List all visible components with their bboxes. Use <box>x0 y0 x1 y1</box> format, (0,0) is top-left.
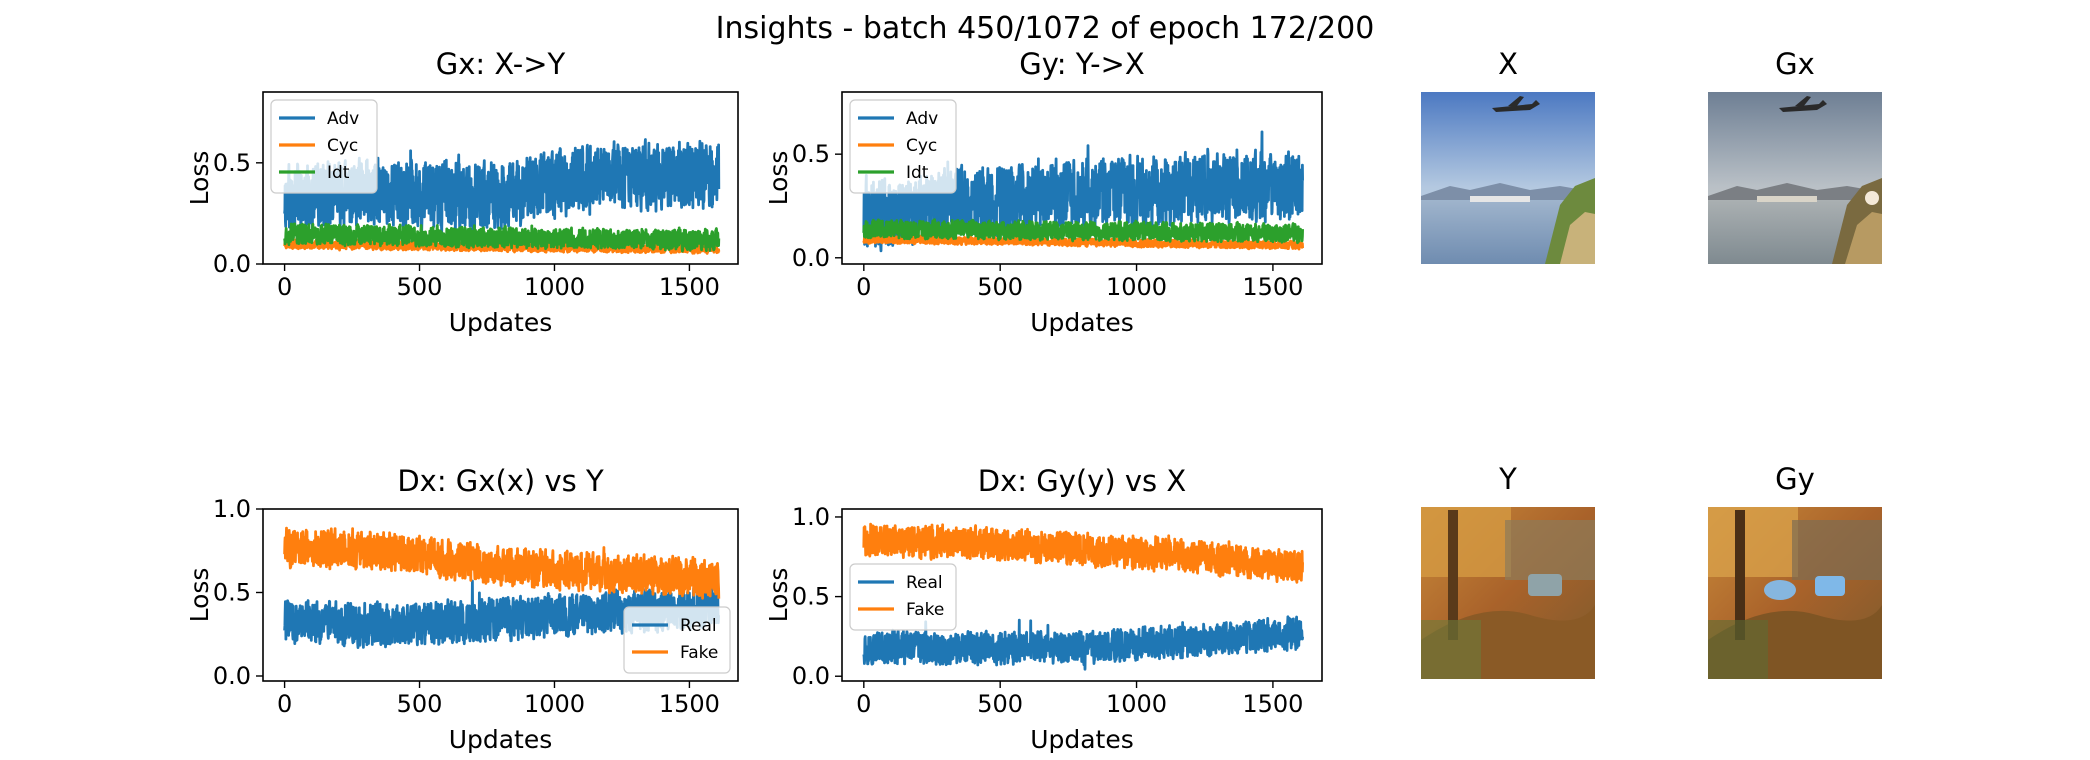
y-tick-label: 1.0 <box>792 503 830 531</box>
chart-dx-gx-vs-y: Dx: Gx(x) vs Y 0 500 1000 1500 0.0 0.5 1.0 Updat… <box>185 464 739 754</box>
y-tick-label: 0.0 <box>792 244 830 272</box>
legend-label: Fake <box>680 643 718 663</box>
y-axis-label: Loss <box>185 568 214 623</box>
x-axis-label: Updates <box>1030 725 1134 754</box>
x-tick-label: 1000 <box>524 273 585 301</box>
x-tick-label: 1000 <box>1106 690 1167 718</box>
x-tick-label: 1000 <box>1106 273 1167 301</box>
photo-style-autumn-gy <box>1708 507 1882 679</box>
chart-title: Dx: Gx(x) vs Y <box>397 464 604 498</box>
image-panel-y: Y <box>1421 462 1595 679</box>
series-line-fake <box>283 526 721 600</box>
chart-title: Gx: X->Y <box>436 47 566 81</box>
image-panel-x: X <box>1421 47 1595 264</box>
y-tick-label: 1.0 <box>213 495 251 523</box>
series-line-real <box>862 615 1304 671</box>
image-title-x: X <box>1498 47 1518 81</box>
x-axis-label: Updates <box>449 308 553 337</box>
x-axis-label: Updates <box>449 725 553 754</box>
legend-label: Real <box>906 573 943 593</box>
y-tick-label: 0.5 <box>792 140 830 168</box>
legend-label: Adv <box>327 109 359 129</box>
x-tick-label: 1500 <box>659 273 720 301</box>
y-tick-label: 0.5 <box>213 578 251 606</box>
legend-label: Cyc <box>327 136 358 156</box>
y-axis-label: Loss <box>764 151 793 206</box>
y-axis-label: Loss <box>764 568 793 623</box>
y-tick-label: 0.0 <box>213 662 251 690</box>
legend-box <box>849 99 957 194</box>
chart-gy-loss: Gy: Y->X 0 500 1000 1500 0.0 0.5 Updates Loss Adv… <box>764 47 1323 337</box>
legend: Adv Cyc Idt <box>849 99 957 194</box>
plot-frame <box>841 508 1323 682</box>
series-group <box>862 522 1304 671</box>
x-tick-label: 0 <box>856 273 871 301</box>
image-panel-gx: Gx <box>1708 47 1882 264</box>
x-tick-label: 500 <box>977 273 1023 301</box>
x-tick-label: 1500 <box>1242 273 1303 301</box>
legend: Real Fake <box>623 606 731 674</box>
x-axis-label: Updates <box>1030 308 1134 337</box>
x-tick-label: 500 <box>397 690 443 718</box>
legend-label: Adv <box>906 109 938 129</box>
legend-label: Idt <box>906 163 929 183</box>
plot-frame <box>262 91 739 265</box>
chart-title: Gy: Y->X <box>1019 47 1144 81</box>
legend-label: Cyc <box>906 136 937 156</box>
legend-label: Fake <box>906 600 944 620</box>
chart-title: Dx: Gy(y) vs X <box>978 464 1186 498</box>
y-tick-label: 0.0 <box>792 662 830 690</box>
legend-box <box>270 99 378 194</box>
plot-frame <box>262 508 739 682</box>
series-line-idt <box>862 218 1304 245</box>
autumn-painting-y <box>1421 507 1595 679</box>
legend: Real Fake <box>849 563 957 631</box>
image-title-gx: Gx <box>1775 47 1815 81</box>
x-tick-label: 0 <box>277 690 292 718</box>
harbor-photo-x <box>1421 92 1595 264</box>
legend-label: Idt <box>327 163 350 183</box>
legend-label: Real <box>680 616 717 636</box>
y-axis-label: Loss <box>185 151 214 206</box>
image-panel-gy: Gy <box>1708 462 1882 679</box>
series-line-cyc <box>862 233 1304 251</box>
x-tick-label: 0 <box>856 690 871 718</box>
x-tick-label: 1500 <box>659 690 720 718</box>
legend: Adv Cyc Idt <box>270 99 378 194</box>
image-title-gy: Gy <box>1775 462 1815 496</box>
y-tick-label: 0.0 <box>213 250 251 278</box>
x-tick-label: 500 <box>977 690 1023 718</box>
x-tick-label: 0 <box>277 273 292 301</box>
image-title-y: Y <box>1498 462 1517 496</box>
x-tick-label: 1500 <box>1242 690 1303 718</box>
series-line-fake <box>862 522 1304 584</box>
y-tick-label: 0.5 <box>792 583 830 611</box>
chart-gx-loss: Gx: X->Y 0 500 1000 1500 0.0 0.5 Updates Loss Adv… <box>185 47 739 337</box>
stylized-harbor-photo-gx <box>1708 92 1882 264</box>
series-line-idt <box>283 222 721 253</box>
chart-dx-gy-vs-x: Dx: Gy(y) vs X 0 500 1000 1500 0.0 0.5 1.0 Updat… <box>764 464 1323 754</box>
x-tick-label: 1000 <box>524 690 585 718</box>
plot-frame <box>841 91 1323 265</box>
figure-title: Insights - batch 450/1072 of epoch 172/2… <box>716 11 1375 46</box>
y-tick-label: 0.5 <box>213 149 251 177</box>
x-tick-label: 500 <box>397 273 443 301</box>
